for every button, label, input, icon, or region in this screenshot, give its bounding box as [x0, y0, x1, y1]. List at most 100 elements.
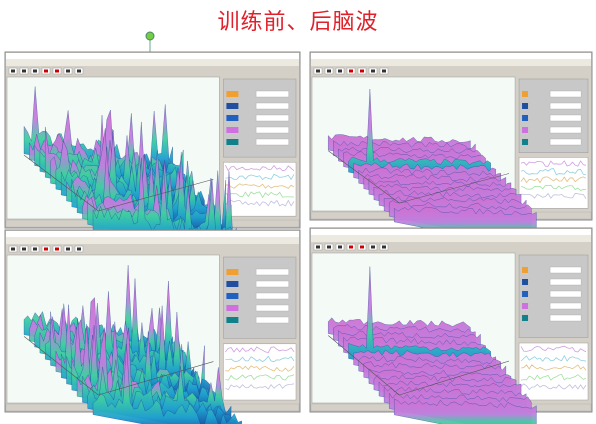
toolbar-icon: [360, 245, 364, 249]
legend-entry: [549, 302, 582, 310]
waveform: [520, 364, 587, 371]
app-window: [309, 227, 593, 424]
axis-line: [328, 335, 400, 396]
toolbar-icon: [371, 245, 375, 249]
legend-swatch: [522, 279, 529, 285]
waveform: [520, 345, 587, 353]
toolbar-icon: [338, 69, 342, 73]
legend-entry: [549, 290, 582, 298]
menu-bar: [6, 237, 299, 244]
toolbar-icon: [66, 247, 70, 251]
legend-entry: [549, 138, 582, 146]
legend-entry: [549, 90, 582, 98]
title-bar: [311, 229, 591, 235]
toolbar: [311, 242, 591, 252]
waveform: [520, 373, 587, 381]
legend-swatch: [226, 269, 239, 275]
toolbar-icon: [33, 247, 37, 251]
legend-entry: [255, 268, 289, 276]
legend-swatch: [522, 303, 529, 309]
surface-ridge: [394, 398, 537, 424]
app-window: [4, 229, 301, 424]
toolbar-icon: [77, 247, 81, 251]
toolbar-icon: [382, 69, 386, 73]
rotate-handle: [145, 31, 155, 41]
toolbar: [311, 66, 591, 76]
legend-entry: [549, 314, 582, 322]
waveform: [225, 199, 295, 207]
toolbar-icon: [77, 69, 81, 73]
title-bar: [311, 53, 591, 59]
axis-line: [399, 173, 510, 204]
toolbar-icon: [22, 247, 26, 251]
axis-line: [23, 154, 99, 212]
surface-ridge: [92, 343, 242, 424]
axis-line: [23, 336, 99, 396]
axis-line: [98, 361, 214, 396]
waveform-box: [518, 157, 589, 209]
legend-swatch: [226, 127, 239, 133]
toolbar-icon: [44, 247, 48, 251]
legend-swatch: [522, 315, 529, 321]
legend-swatch: [226, 305, 239, 311]
toolbar-icon: [55, 69, 59, 73]
legend-entry: [549, 102, 582, 110]
legend-entry: [255, 138, 289, 146]
waveform: [520, 192, 587, 199]
waveform: [225, 183, 295, 189]
toolbar-icon: [338, 245, 342, 249]
waveform-box: [518, 342, 589, 401]
legend-swatch: [522, 103, 529, 109]
waveform: [520, 383, 587, 391]
toolbar-icon: [316, 69, 320, 73]
waveform: [225, 191, 295, 199]
toolbar-icon: [33, 69, 37, 73]
legend-swatch: [522, 91, 529, 97]
legend-swatch: [522, 139, 529, 145]
waveform: [520, 176, 587, 184]
legend-entry: [255, 316, 289, 324]
slide-title: 训练前、后脑波: [217, 10, 379, 35]
menu-bar: [311, 235, 591, 242]
legend-swatch: [226, 103, 239, 109]
legend-entry: [255, 280, 289, 288]
toolbar-icon: [349, 69, 353, 73]
waveform-box: [223, 161, 297, 217]
toolbar-icon: [22, 69, 26, 73]
axis-line: [399, 360, 510, 396]
legend-swatch: [522, 115, 529, 121]
waveform: [225, 173, 295, 181]
title-bar: [6, 53, 299, 59]
title-bar: [6, 231, 299, 237]
toolbar-icon: [44, 69, 48, 73]
app-window: [4, 51, 301, 259]
legend-swatch: [226, 91, 239, 97]
toolbar: [6, 66, 299, 76]
legend-swatch: [226, 115, 239, 121]
waveform: [520, 354, 587, 362]
legend-entry: [549, 126, 582, 134]
toolbar-icon: [316, 245, 320, 249]
legend-swatch: [226, 139, 239, 145]
waveform: [520, 184, 587, 191]
axis-line: [98, 178, 214, 212]
toolbar-icon: [349, 245, 353, 249]
legend-entry: [255, 114, 289, 122]
app-window: [309, 51, 593, 251]
axis-line: [328, 150, 400, 204]
legend-swatch: [226, 317, 239, 323]
legend-entry: [549, 266, 582, 274]
toolbar-icon: [11, 247, 15, 251]
toolbar-icon: [55, 247, 59, 251]
legend-swatch: [522, 291, 529, 297]
legend-entry: [255, 304, 289, 312]
legend-entry: [549, 278, 582, 286]
legend-swatch: [226, 293, 239, 299]
toolbar-icon: [360, 69, 364, 73]
menu-bar: [311, 59, 591, 66]
legend-entry: [255, 126, 289, 134]
waveform: [520, 160, 587, 167]
toolbar-icon: [11, 69, 15, 73]
